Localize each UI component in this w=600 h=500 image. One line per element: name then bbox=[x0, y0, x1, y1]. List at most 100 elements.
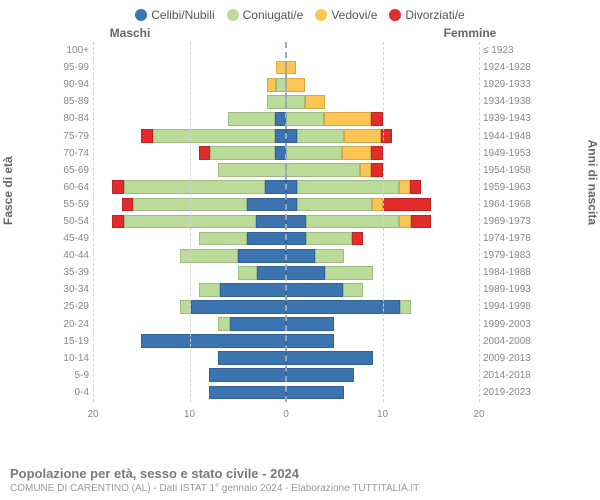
bar-segment bbox=[265, 180, 286, 194]
row-bars bbox=[93, 333, 479, 350]
age-label: 10-14 bbox=[51, 353, 93, 364]
legend-swatch bbox=[315, 9, 327, 21]
x-axis: 201001020 bbox=[51, 402, 537, 422]
birth-year-label: 1999-2003 bbox=[479, 319, 537, 330]
bar-female bbox=[286, 180, 421, 194]
bar-segment bbox=[286, 180, 297, 194]
pyramid-row: 15-192004-2008 bbox=[51, 333, 537, 350]
legend-label: Celibi/Nubili bbox=[151, 8, 214, 22]
bar-segment bbox=[306, 232, 353, 246]
legend-label: Divorziati/e bbox=[405, 8, 464, 22]
bar-male bbox=[218, 351, 286, 365]
row-bars bbox=[93, 196, 479, 213]
bar-segment bbox=[372, 198, 383, 212]
bar-segment bbox=[400, 300, 411, 314]
bar-male bbox=[267, 78, 286, 92]
row-bars bbox=[93, 162, 479, 179]
row-bars bbox=[93, 145, 479, 162]
bar-segment bbox=[275, 146, 286, 160]
age-label: 0-4 bbox=[51, 387, 93, 398]
bar-segment bbox=[286, 215, 306, 229]
bar-segment bbox=[180, 300, 191, 314]
bar-segment bbox=[297, 198, 372, 212]
bar-segment bbox=[153, 129, 275, 143]
row-bars bbox=[93, 42, 479, 59]
bar-segment bbox=[286, 266, 325, 280]
bar-female bbox=[286, 232, 363, 246]
pyramid-row: 75-791944-1948 bbox=[51, 127, 537, 144]
pyramid-row: 40-441979-1983 bbox=[51, 247, 537, 264]
age-label: 25-29 bbox=[51, 301, 93, 312]
bar-segment bbox=[343, 283, 363, 297]
age-label: 75-79 bbox=[51, 131, 93, 142]
bar-male bbox=[267, 95, 286, 109]
x-tick: 10 bbox=[184, 409, 195, 420]
bar-female bbox=[286, 317, 334, 331]
bar-segment bbox=[286, 61, 296, 75]
row-bars bbox=[93, 281, 479, 298]
legend-item: Coniugati/e bbox=[227, 8, 304, 22]
bar-segment bbox=[276, 78, 286, 92]
bar-segment bbox=[286, 283, 343, 297]
x-tick: 10 bbox=[377, 409, 388, 420]
bar-male bbox=[180, 300, 286, 314]
bar-male bbox=[112, 215, 286, 229]
bar-segment bbox=[141, 129, 152, 143]
bar-male bbox=[218, 317, 286, 331]
bar-segment bbox=[286, 249, 315, 263]
legend-swatch bbox=[389, 9, 401, 21]
row-bars bbox=[93, 264, 479, 281]
header-female: Femmine bbox=[300, 26, 600, 40]
row-bars bbox=[93, 76, 479, 93]
pyramid-row: 95-991924-1928 bbox=[51, 59, 537, 76]
bar-segment bbox=[112, 180, 123, 194]
bar-segment bbox=[257, 266, 286, 280]
age-label: 35-39 bbox=[51, 267, 93, 278]
bar-male bbox=[199, 146, 286, 160]
row-bars bbox=[93, 350, 479, 367]
bar-segment bbox=[238, 266, 258, 280]
bar-segment bbox=[199, 283, 219, 297]
pyramid-row: 85-891934-1938 bbox=[51, 93, 537, 110]
bar-segment bbox=[230, 317, 286, 331]
bar-segment bbox=[286, 386, 344, 400]
row-bars bbox=[93, 230, 479, 247]
pyramid-row: 65-691954-1958 bbox=[51, 162, 537, 179]
bar-segment bbox=[325, 266, 373, 280]
pyramid-row: 25-291994-1998 bbox=[51, 298, 537, 315]
bar-segment bbox=[344, 129, 382, 143]
birth-year-label: 2014-2018 bbox=[479, 370, 537, 381]
bar-female bbox=[286, 283, 363, 297]
age-label: 95-99 bbox=[51, 62, 93, 73]
birth-year-label: 1979-1983 bbox=[479, 250, 537, 261]
bar-segment bbox=[315, 249, 344, 263]
age-label: 85-89 bbox=[51, 96, 93, 107]
bar-segment bbox=[286, 95, 305, 109]
legend-item: Celibi/Nubili bbox=[135, 8, 214, 22]
age-label: 5-9 bbox=[51, 370, 93, 381]
age-label: 60-64 bbox=[51, 182, 93, 193]
bar-segment bbox=[286, 146, 342, 160]
bar-segment bbox=[122, 198, 133, 212]
age-label: 70-74 bbox=[51, 148, 93, 159]
bar-segment bbox=[218, 163, 286, 177]
bar-segment bbox=[399, 180, 410, 194]
birth-year-label: 1929-1933 bbox=[479, 79, 537, 90]
bar-segment bbox=[306, 215, 399, 229]
bar-segment bbox=[210, 146, 275, 160]
bar-male bbox=[209, 368, 286, 382]
chart-footer: Popolazione per età, sesso e stato civil… bbox=[10, 466, 590, 494]
bar-segment bbox=[209, 386, 286, 400]
bar-segment bbox=[247, 198, 286, 212]
bar-segment bbox=[286, 334, 334, 348]
bar-female bbox=[286, 146, 383, 160]
legend-label: Vedovi/e bbox=[331, 8, 377, 22]
bar-segment bbox=[286, 112, 324, 126]
bar-segment bbox=[371, 112, 382, 126]
bar-segment bbox=[141, 334, 286, 348]
age-label: 80-84 bbox=[51, 113, 93, 124]
chart-subtitle: COMUNE DI CARENTINO (AL) - Dati ISTAT 1°… bbox=[10, 483, 590, 494]
birth-year-label: 1949-1953 bbox=[479, 148, 537, 159]
bar-female bbox=[286, 78, 305, 92]
bar-segment bbox=[275, 129, 286, 143]
